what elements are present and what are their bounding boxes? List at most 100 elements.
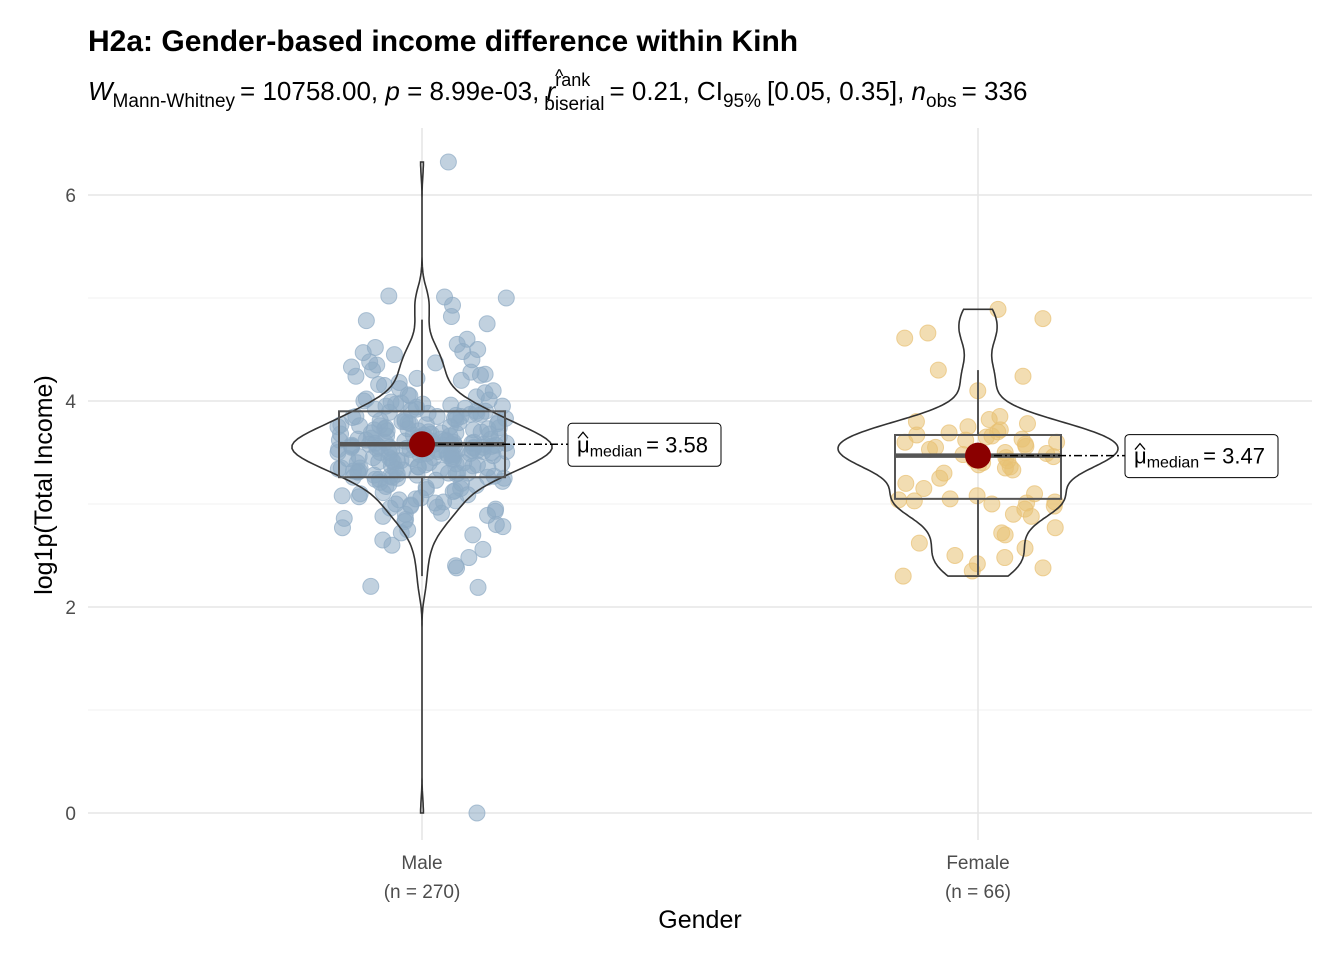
data-point: [448, 559, 466, 577]
gridlines: [88, 128, 1312, 840]
y-tick-label: 6: [65, 186, 76, 207]
data-point: [380, 449, 398, 467]
data-point: [460, 549, 478, 567]
violin-female: [837, 308, 1119, 577]
data-point: [1022, 507, 1040, 525]
data-point: [439, 153, 457, 171]
data-point: [380, 287, 398, 305]
data-point: [468, 404, 486, 422]
data-point: [464, 526, 482, 544]
chart-subtitle: WMann-Whitney = 10758.00, p = 8.99e-03, r…: [88, 66, 1027, 115]
data-point: [910, 534, 928, 552]
median-value: = 3.58: [646, 432, 708, 457]
effect-hat: ^: [555, 66, 564, 86]
data-point: [468, 804, 486, 822]
median-symbol: μ: [577, 432, 590, 457]
data-point: [890, 491, 908, 509]
effect-sub: biserial: [544, 94, 604, 115]
data-point: [452, 407, 470, 425]
data-point: [479, 420, 497, 438]
chart-title: H2a: Gender-based income difference with…: [88, 25, 798, 58]
data-point: [929, 361, 947, 379]
data-point: [1014, 367, 1032, 385]
data-point: [350, 488, 368, 506]
plot-marks: μmedian = 3.58 μmedian = 3.47: [291, 153, 1279, 822]
data-point: [478, 315, 496, 333]
data-point: [442, 308, 460, 326]
p-value: = 8.99e-03,: [407, 76, 539, 106]
x-tick-n-label: (n = 66): [945, 882, 1011, 903]
median-label-box: [567, 422, 722, 467]
data-point: [452, 371, 470, 389]
median-point: [965, 442, 991, 469]
y-tick-label: 2: [65, 598, 76, 619]
data-point: [931, 469, 949, 487]
median-point: [409, 431, 435, 458]
data-point: [905, 492, 923, 510]
median-sub: median: [1147, 455, 1199, 472]
data-point: [387, 395, 405, 413]
data-point: [385, 346, 403, 364]
data-point: [433, 504, 451, 522]
n-symbol: n: [912, 76, 926, 106]
data-point: [455, 454, 473, 472]
data-point: [370, 376, 388, 394]
median-symbol: μ: [1134, 444, 1147, 469]
median-sub: median: [590, 443, 642, 460]
data-point: [339, 450, 357, 468]
data-point: [1018, 415, 1036, 433]
data-point: [392, 524, 410, 542]
data-point: [980, 411, 998, 429]
data-point: [378, 422, 396, 440]
ci-value: [0.05, 0.35],: [767, 76, 904, 106]
p-symbol: p: [384, 76, 399, 106]
data-point: [497, 289, 515, 307]
data-point: [896, 433, 914, 451]
x-axis-label: Gender: [658, 906, 741, 934]
y-axis-ticks: 0 2 4 6: [65, 186, 76, 825]
data-point: [963, 562, 981, 580]
median-label: μmedian = 3.47: [1134, 444, 1265, 472]
n-value: = 336: [962, 76, 1028, 106]
x-tick-n-label: (n = 270): [384, 882, 461, 903]
violin-male: [291, 161, 553, 814]
effect-sup: rank: [555, 70, 591, 90]
data-point: [894, 567, 912, 585]
median-label-box: [1124, 434, 1279, 479]
hat-icon: [577, 431, 589, 439]
data-point: [1046, 519, 1064, 537]
data-point: [996, 459, 1014, 477]
data-point: [940, 424, 958, 442]
data-point: [480, 391, 498, 409]
ci-sub: 95%: [723, 91, 761, 112]
data-point: [1004, 505, 1022, 523]
data-point: [408, 369, 426, 387]
stat-symbol: W: [88, 76, 115, 106]
stat-sub: Mann-Whitney: [113, 91, 236, 112]
data-point: [983, 495, 1001, 513]
data-point: [458, 330, 476, 348]
data-point: [915, 480, 933, 498]
data-point: [383, 536, 401, 554]
x-axis-ticks: Male (n = 270) Female (n = 66): [384, 853, 1011, 903]
data-point: [1017, 437, 1035, 455]
y-axis-label: log1p(Total Income): [30, 375, 58, 595]
data-point: [897, 474, 915, 492]
x-tick-label-male: Male: [401, 853, 442, 874]
data-point: [357, 312, 375, 330]
data-point: [407, 400, 425, 418]
data-point: [469, 578, 487, 596]
data-point: [442, 396, 460, 414]
points-female: [890, 300, 1066, 585]
y-tick-label: 0: [65, 804, 76, 825]
data-point: [1034, 310, 1052, 328]
data-point: [996, 549, 1014, 567]
median-label: μmedian = 3.58: [577, 432, 708, 460]
stat-value: = 10758.00,: [240, 76, 378, 106]
data-point: [333, 519, 351, 537]
data-point: [362, 577, 380, 595]
data-point: [333, 487, 351, 505]
data-point: [474, 540, 492, 558]
data-point: [996, 526, 1014, 544]
